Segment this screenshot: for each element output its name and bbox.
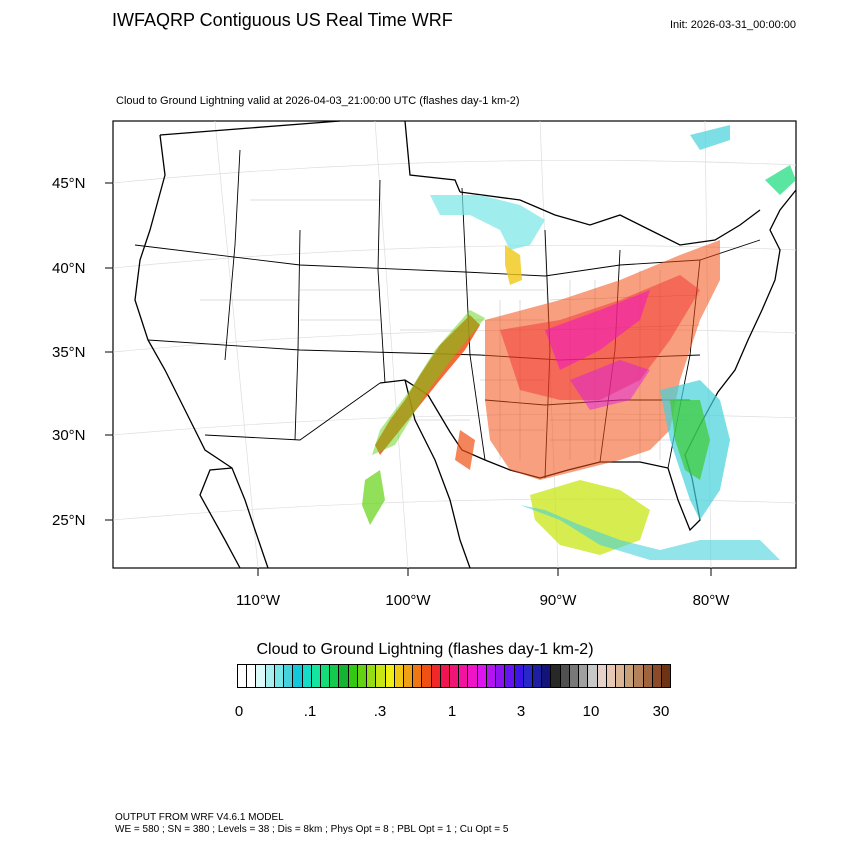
colorbar-swatch <box>431 665 441 687</box>
colorbar-swatch <box>634 665 644 687</box>
colorbar-swatch <box>348 665 358 687</box>
colorbar-swatch <box>302 665 312 687</box>
colorbar-tick: 3 <box>516 703 526 720</box>
colorbar-swatch <box>560 665 570 687</box>
colorbar-swatch <box>606 665 616 687</box>
colorbar-tick: 30 <box>652 703 670 720</box>
colorbar-swatch <box>440 665 451 687</box>
lat-label-35: 35°N <box>52 344 86 361</box>
axis-ticks <box>105 182 712 576</box>
colorbar-swatch <box>357 665 368 687</box>
colorbar-swatch <box>533 665 543 687</box>
colorbar-swatch <box>376 665 386 687</box>
colorbar-swatch <box>477 665 487 687</box>
page-title: IWFAQRP Contiguous US Real Time WRF <box>112 10 453 30</box>
colorbar <box>237 664 671 688</box>
colorbar-swatch <box>413 665 423 687</box>
colorbar-tick: .1 <box>303 703 317 720</box>
colorbar-tick: 0 <box>234 703 244 720</box>
colorbar-swatch <box>486 665 497 687</box>
colorbar-swatch <box>551 665 561 687</box>
colorbar-swatch <box>450 665 460 687</box>
colorbar-tick: 1 <box>447 703 457 720</box>
colorbar-title: Cloud to Ground Lightning (flashes day-1… <box>256 641 594 658</box>
colorbar-swatch <box>625 665 635 687</box>
colorbar-swatch <box>311 665 321 687</box>
graticule <box>112 120 797 569</box>
lat-label-45: 45°N <box>52 175 86 192</box>
init-time: Init: 2026-03-31_00:00:00 <box>670 19 796 31</box>
colorbar-swatch <box>367 665 377 687</box>
lon-label-110: 110°W <box>236 592 281 609</box>
colorbar-tick: .3 <box>373 703 387 720</box>
colorbar-swatch <box>284 665 294 687</box>
colorbar-swatch <box>238 665 248 687</box>
footer-config-line: WE = 580 ; SN = 380 ; Levels = 38 ; Dis … <box>115 824 509 835</box>
colorbar-swatch <box>339 665 349 687</box>
lon-label-100: 100°W <box>385 592 431 609</box>
lon-label-90: 90°W <box>540 592 578 609</box>
colorbar-swatch <box>662 665 671 687</box>
lat-label-40: 40°N <box>52 260 86 277</box>
footer-model-line: OUTPUT FROM WRF V4.6.1 MODEL <box>115 812 284 823</box>
colorbar-swatch <box>579 665 589 687</box>
colorbar-swatch <box>468 665 478 687</box>
colorbar-swatch <box>523 665 533 687</box>
map-subtitle: Cloud to Ground Lightning valid at 2026-… <box>116 95 520 107</box>
colorbar-swatch <box>505 665 515 687</box>
colorbar-swatch <box>542 665 552 687</box>
colorbar-swatch <box>514 665 524 687</box>
colorbar-swatch <box>330 665 340 687</box>
colorbar-swatch <box>247 665 257 687</box>
lat-label-25: 25°N <box>52 512 86 529</box>
colorbar-swatch <box>320 665 331 687</box>
colorbar-swatch <box>569 665 580 687</box>
colorbar-swatch <box>274 665 285 687</box>
colorbar-swatch <box>615 665 626 687</box>
lon-label-80: 80°W <box>693 592 731 609</box>
colorbar-swatch <box>459 665 469 687</box>
lightning-field <box>362 125 796 560</box>
colorbar-tick: 10 <box>582 703 600 720</box>
colorbar-swatch <box>597 665 607 687</box>
colorbar-swatch <box>643 665 653 687</box>
colorbar-swatch <box>652 665 663 687</box>
colorbar-swatch <box>588 665 598 687</box>
colorbar-swatch <box>265 665 275 687</box>
colorbar-swatch <box>256 665 266 687</box>
colorbar-swatch <box>403 665 414 687</box>
colorbar-swatch <box>496 665 506 687</box>
colorbar-swatch <box>385 665 395 687</box>
colorbar-swatch <box>394 665 404 687</box>
colorbar-swatch <box>293 665 303 687</box>
colorbar-swatch <box>422 665 432 687</box>
lat-label-30: 30°N <box>52 427 86 444</box>
